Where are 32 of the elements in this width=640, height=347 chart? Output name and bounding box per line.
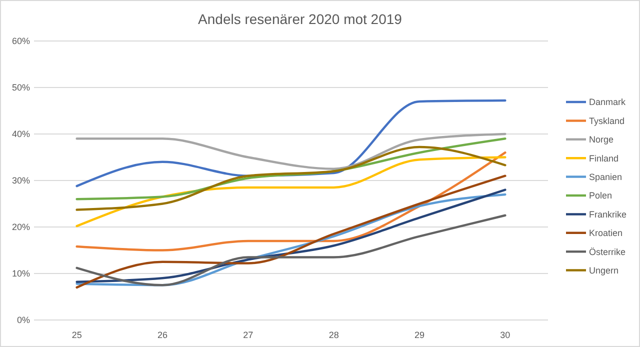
legend-label: Österrike [589, 246, 626, 257]
x-tick-label: 30 [500, 330, 510, 340]
legend-label: Frankrike [589, 209, 627, 220]
line-series [76, 146, 506, 211]
y-tick-label: 0% [16, 315, 30, 326]
line-series [76, 138, 506, 200]
x-tick-label: 29 [414, 330, 425, 340]
line-series [76, 132, 506, 170]
x-tick-label: 26 [157, 330, 168, 340]
y-tick-label: 40% [12, 129, 30, 140]
line-series [76, 99, 506, 188]
legend-label: Ungern [589, 265, 619, 276]
x-tick-label: 28 [328, 330, 339, 340]
line-series [76, 174, 506, 289]
y-tick-label: 10% [12, 268, 30, 279]
x-tick-label: 25 [72, 330, 82, 340]
legend-label: Finland [589, 153, 619, 164]
legend-label: Danmark [589, 97, 626, 108]
chart-title: Andels resenärer 2020 mot 2019 [198, 11, 402, 27]
y-tick-label: 50% [12, 82, 30, 93]
x-tick-label: 27 [243, 330, 254, 340]
legend-label: Tyskland [589, 116, 625, 126]
y-tick-label: 60% [12, 36, 30, 46]
legend-label: Spanien [589, 172, 622, 182]
legend-label: Polen [589, 190, 612, 201]
line-series [76, 156, 506, 228]
line-series [76, 151, 506, 252]
legend-label: Norge [589, 134, 614, 145]
legend-label: Kroatien [589, 228, 623, 238]
y-tick-label: 20% [12, 222, 30, 232]
line-series [76, 214, 506, 286]
y-tick-label: 30% [12, 176, 30, 186]
